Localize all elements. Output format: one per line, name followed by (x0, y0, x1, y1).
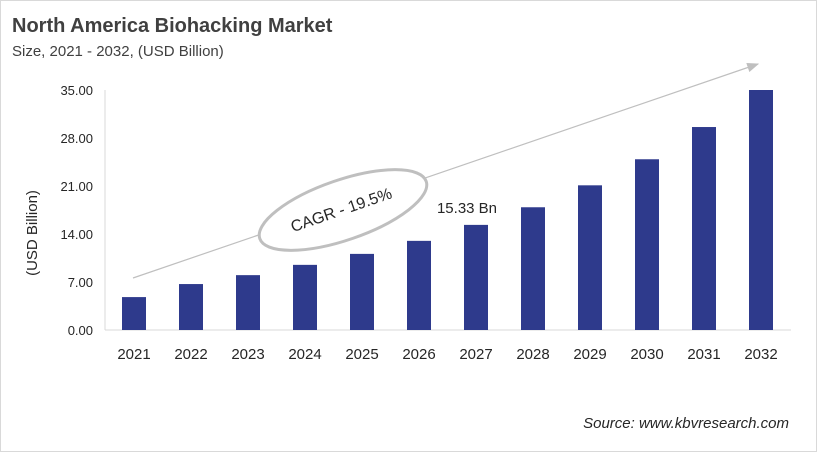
y-tick-label: 21.00 (60, 179, 93, 194)
y-tick-label: 35.00 (60, 83, 93, 98)
bar-2022 (179, 284, 203, 330)
y-tick-label: 14.00 (60, 227, 93, 242)
x-tick-label: 2023 (231, 346, 264, 363)
x-tick-label: 2021 (117, 346, 150, 363)
cagr-trend-arrow (132, 62, 760, 279)
bar-2028 (521, 207, 545, 330)
bar-2030 (635, 159, 659, 330)
bar-2026 (407, 240, 431, 330)
bar-2024 (293, 264, 317, 330)
x-tick-label: 2026 (402, 346, 435, 363)
source-note: Source: www.kbvresearch.com (583, 415, 789, 432)
bar-2023 (236, 275, 260, 330)
y-tick-label: 28.00 (60, 131, 93, 146)
chart-subtitle: Size, 2021 - 2032, (USD Billion) (12, 43, 224, 60)
y-axis-label: (USD Billion) (24, 190, 41, 276)
bar-2029 (578, 185, 602, 330)
x-tick-label: 2031 (687, 346, 720, 363)
x-tick-label: 2024 (288, 346, 321, 363)
x-tick-label: 2030 (630, 346, 663, 363)
data-label-2027: 15.33 Bn (437, 200, 497, 217)
x-tick-label: 2022 (174, 346, 207, 363)
y-tick-label: 7.00 (68, 275, 93, 290)
bar-2032 (749, 90, 773, 330)
bar-2021 (122, 297, 146, 330)
cagr-ellipse (257, 168, 429, 252)
bar-2025 (350, 253, 374, 330)
bar-2027 (464, 224, 488, 330)
bar-2031 (692, 127, 716, 331)
x-tick-label: 2029 (573, 346, 606, 363)
x-tick-label: 2032 (744, 346, 777, 363)
y-tick-label: 0.00 (68, 323, 93, 338)
x-tick-label: 2025 (345, 346, 378, 363)
chart-title: North America Biohacking Market (12, 15, 333, 37)
x-tick-label: 2028 (516, 346, 549, 363)
x-tick-label: 2027 (459, 346, 492, 363)
